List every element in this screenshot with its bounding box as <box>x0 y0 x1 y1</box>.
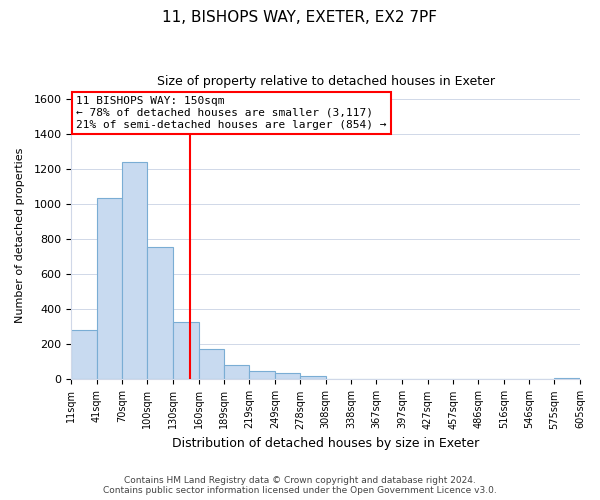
Bar <box>148 248 173 380</box>
X-axis label: Distribution of detached houses by size in Exeter: Distribution of detached houses by size … <box>172 437 479 450</box>
Bar <box>224 364 250 380</box>
Text: Contains HM Land Registry data © Crown copyright and database right 2024.
Contai: Contains HM Land Registry data © Crown c… <box>103 476 497 495</box>
Bar <box>275 373 300 380</box>
Bar <box>554 378 580 380</box>
Bar <box>173 322 199 380</box>
Bar <box>300 376 326 380</box>
Bar <box>199 349 224 380</box>
Bar <box>250 370 275 380</box>
Y-axis label: Number of detached properties: Number of detached properties <box>15 148 25 322</box>
Bar <box>71 330 97 380</box>
Title: Size of property relative to detached houses in Exeter: Size of property relative to detached ho… <box>157 75 494 88</box>
Bar <box>122 162 148 380</box>
Bar <box>97 198 122 380</box>
Bar <box>326 378 351 380</box>
Text: 11 BISHOPS WAY: 150sqm
← 78% of detached houses are smaller (3,117)
21% of semi-: 11 BISHOPS WAY: 150sqm ← 78% of detached… <box>76 96 387 130</box>
Text: 11, BISHOPS WAY, EXETER, EX2 7PF: 11, BISHOPS WAY, EXETER, EX2 7PF <box>163 10 437 25</box>
